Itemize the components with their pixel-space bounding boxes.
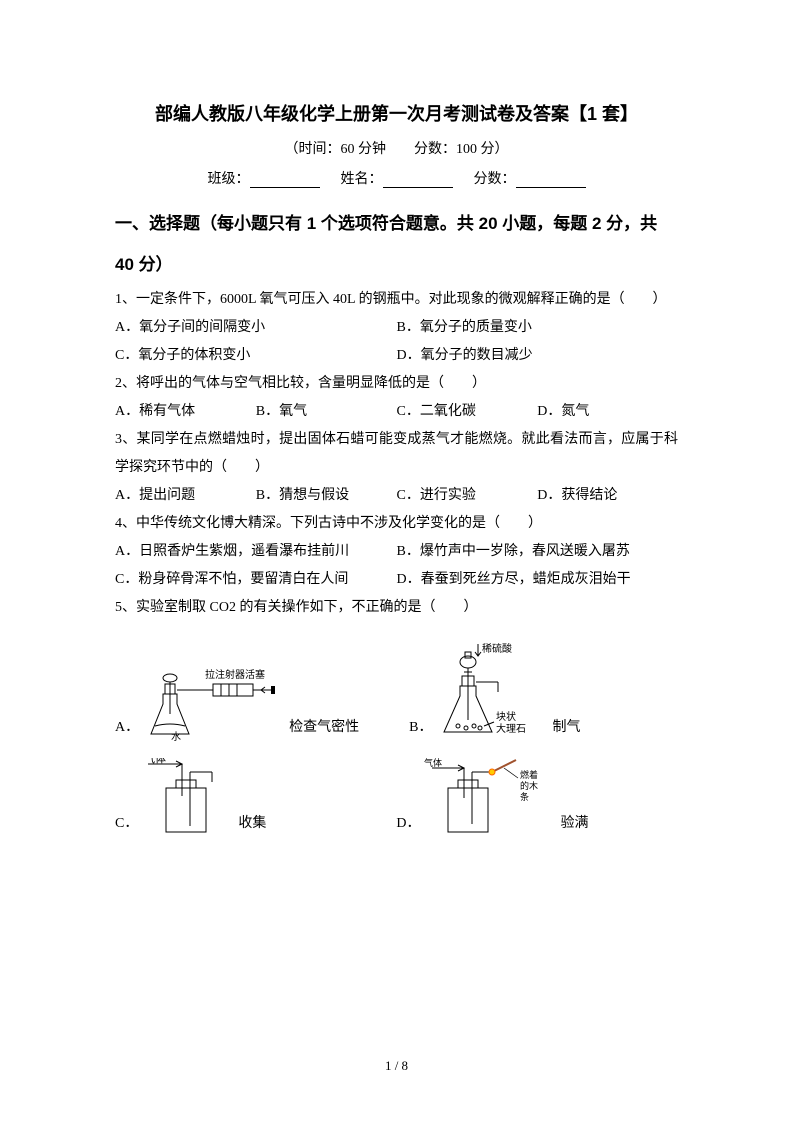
q4-stem: 4、中华传统文化博大精深。下列古诗中不涉及化学变化的是（ ） bbox=[115, 510, 678, 538]
diagram-c-icon: 气体 bbox=[142, 758, 232, 838]
q5-label-b: B． bbox=[409, 716, 432, 742]
diagram-d-icon: 气体 燃着 的木 条 bbox=[424, 758, 554, 838]
diagram-b-icon: 稀硫酸 块状 大理石 bbox=[436, 642, 546, 742]
q5-label-c: C． bbox=[115, 812, 138, 838]
q2-opt-a: A．稀有气体 bbox=[115, 398, 256, 426]
diagram-d-t2: 燃着 bbox=[520, 769, 538, 780]
diagram-c-gas-label: 气体 bbox=[144, 758, 166, 765]
q4-opt-b: B．爆竹声中一岁除，春风送暖入屠苏 bbox=[397, 538, 679, 566]
q5-caption-b: 制气 bbox=[552, 716, 580, 742]
q1-options: A．氧分子间的间隔变小 B．氧分子的质量变小 C．氧分子的体积变小 D．氧分子的… bbox=[115, 314, 678, 370]
q3-options: A．提出问题 B．猜想与假设 C．进行实验 D．获得结论 bbox=[115, 482, 678, 510]
diagram-d-gas-label: 气体 bbox=[424, 758, 442, 768]
page-number: 1 / 8 bbox=[0, 1058, 793, 1074]
q5-row2: C． 气体 收集 D． 气体 bbox=[115, 758, 678, 838]
q2-opt-b: B．氧气 bbox=[256, 398, 397, 426]
q5-item-b: B． 稀硫酸 块状 大理石 制气 bbox=[409, 642, 580, 742]
q1-stem: 1、一定条件下，6000L 氧气可压入 40L 的钢瓶中。对此现象的微观解释正确… bbox=[115, 286, 678, 314]
q5-row1: A． 水 拉注射器活塞 检查气密性 bbox=[115, 642, 678, 742]
diagram-b-marble-label: 大理石 bbox=[496, 722, 526, 735]
q3-opt-d: D．获得结论 bbox=[537, 482, 678, 510]
q1-opt-d: D．氧分子的数目减少 bbox=[397, 342, 679, 370]
q5-item-c: C． 气体 收集 bbox=[115, 758, 266, 838]
q4-options: A．日照香炉生紫烟，遥看瀑布挂前川 B．爆竹声中一岁除，春风送暖入屠苏 C．粉身… bbox=[115, 538, 678, 594]
q3-opt-b: B．猜想与假设 bbox=[256, 482, 397, 510]
class-blank bbox=[250, 172, 320, 188]
q5-caption-d: 验满 bbox=[560, 812, 588, 838]
q5-item-d: D． 气体 燃着 的木 条 验满 bbox=[396, 758, 588, 838]
q5-caption-c: 收集 bbox=[238, 812, 266, 838]
q5-stem: 5、实验室制取 CO2 的有关操作如下，不正确的是（ ） bbox=[115, 594, 678, 622]
name-blank bbox=[383, 172, 453, 188]
q2-opt-c: C．二氧化碳 bbox=[397, 398, 538, 426]
q4-opt-a: A．日照香炉生紫烟，遥看瀑布挂前川 bbox=[115, 538, 397, 566]
q1-opt-b: B．氧分子的质量变小 bbox=[397, 314, 679, 342]
diagram-b-block-label: 块状 bbox=[496, 710, 516, 723]
q5-label-a: A． bbox=[115, 716, 139, 742]
q1-opt-a: A．氧分子间的间隔变小 bbox=[115, 314, 397, 342]
diagram-d-t3: 的木 bbox=[520, 780, 538, 791]
q2-stem: 2、将呼出的气体与空气相比较，含量明显降低的是（ ） bbox=[115, 370, 678, 398]
q5-label-d: D． bbox=[396, 812, 420, 838]
q4-opt-d: D．春蚕到死丝方尽，蜡炬成灰泪始干 bbox=[397, 566, 679, 594]
doc-subtitle: （时间：60 分钟 分数：100 分） bbox=[115, 138, 678, 158]
diagram-b-acid-label: 稀硫酸 bbox=[482, 642, 512, 655]
q4-opt-c: C．粉身碎骨浑不怕，要留清白在人间 bbox=[115, 566, 397, 594]
diagram-d-t4: 条 bbox=[520, 791, 529, 802]
q3-opt-c: C．进行实验 bbox=[397, 482, 538, 510]
q3-opt-a: A．提出问题 bbox=[115, 482, 256, 510]
diagram-a-water-label: 水 bbox=[171, 731, 181, 742]
q5-caption-a: 检查气密性 bbox=[289, 716, 359, 742]
q1-opt-c: C．氧分子的体积变小 bbox=[115, 342, 397, 370]
diagram-a-icon: 水 拉注射器活塞 bbox=[143, 654, 283, 742]
doc-title: 部编人教版八年级化学上册第一次月考测试卷及答案【1 套】 bbox=[115, 100, 678, 126]
q3-stem: 3、某同学在点燃蜡烛时，提出固体石蜡可能变成蒸气才能燃烧。就此看法而言，应属于科… bbox=[115, 426, 678, 482]
q2-options: A．稀有气体 B．氧气 C．二氧化碳 D．氮气 bbox=[115, 398, 678, 426]
name-label: 姓名： bbox=[341, 172, 383, 187]
q2-opt-d: D．氮气 bbox=[537, 398, 678, 426]
diagram-a-syringe-label: 拉注射器活塞 bbox=[205, 668, 265, 681]
score-blank bbox=[516, 172, 586, 188]
score-label: 分数： bbox=[474, 172, 516, 187]
info-line: 班级： 姓名： 分数： bbox=[115, 168, 678, 188]
section-heading: 一、选择题（每小题只有 1 个选项符合题意。共 20 小题，每题 2 分，共 4… bbox=[115, 204, 678, 286]
class-label: 班级： bbox=[208, 172, 250, 187]
q5-item-a: A． 水 拉注射器活塞 检查气密性 bbox=[115, 654, 359, 742]
